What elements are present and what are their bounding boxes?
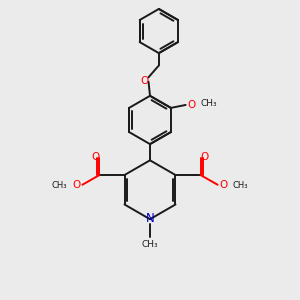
Text: CH₃: CH₃ <box>233 181 248 190</box>
Text: CH₃: CH₃ <box>142 240 158 249</box>
Text: O: O <box>201 152 209 162</box>
Text: N: N <box>146 212 154 225</box>
Text: O: O <box>91 152 99 162</box>
Text: O: O <box>219 180 227 190</box>
Text: CH₃: CH₃ <box>52 181 67 190</box>
Text: O: O <box>187 100 195 110</box>
Text: O: O <box>73 180 81 190</box>
Text: O: O <box>140 76 148 85</box>
Text: CH₃: CH₃ <box>200 99 217 108</box>
